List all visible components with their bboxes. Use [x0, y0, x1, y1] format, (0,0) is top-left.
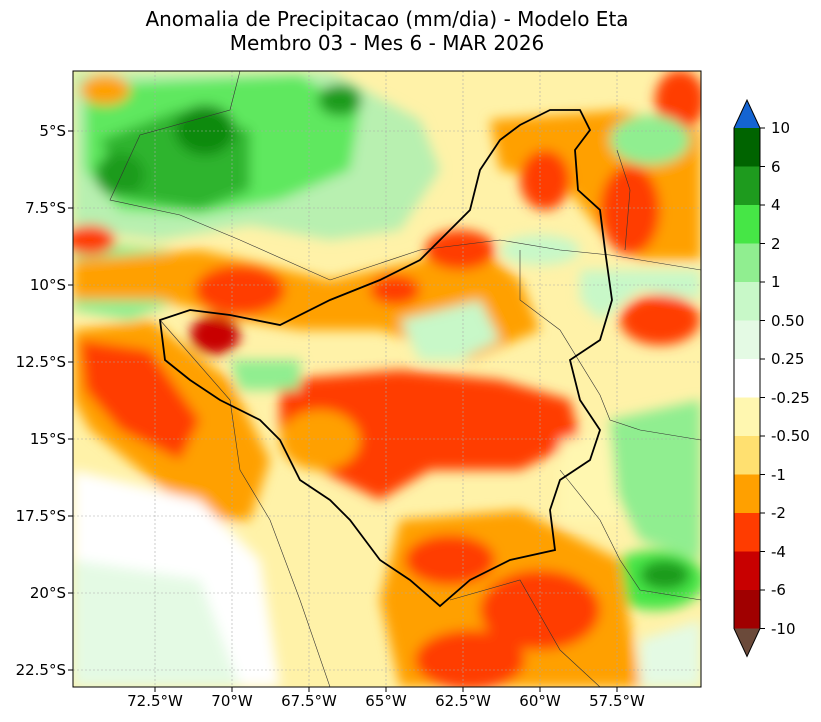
- lat-tick-label: 22.5°S: [15, 661, 66, 679]
- colorbar-segment: [734, 243, 760, 283]
- axis-ticks: [68, 130, 618, 692]
- colorbar-segment: [734, 397, 760, 437]
- map-graticule: [73, 71, 701, 687]
- colorbar-label: -1: [771, 465, 786, 484]
- map-title-line1: Anomalia de Precipitacao (mm/dia) - Mode…: [145, 7, 629, 31]
- anomaly-field: [73, 71, 701, 687]
- colorbar-segment: [734, 205, 760, 244]
- colorbar-label: -0.50: [771, 427, 810, 445]
- colorbar-segment: [734, 166, 760, 206]
- colorbar-label: -6: [771, 581, 786, 599]
- lon-tick-label: 65°W: [365, 692, 407, 710]
- lat-tick-label: 15°S: [29, 430, 66, 448]
- colorbar-label: 6: [771, 157, 781, 176]
- map-frame: [72, 70, 702, 688]
- lat-tick-label: 17.5°S: [15, 507, 66, 525]
- colorbar-segment: [734, 128, 760, 167]
- lon-tick-label: 60°W: [519, 692, 561, 710]
- colorbar-under-arrow: [734, 628, 760, 657]
- lon-tick-label: 72.5°W: [127, 692, 183, 710]
- lat-tick-label: 20°S: [29, 584, 66, 602]
- lon-tick-label: 70°W: [211, 692, 253, 710]
- lat-tick-label: 5°S: [39, 122, 66, 140]
- colorbar-segment: [734, 551, 760, 591]
- lon-tick-label: 67.5°W: [281, 692, 337, 710]
- colorbar-label: 0.50: [771, 311, 805, 330]
- colorbar-label: -10: [771, 619, 796, 638]
- colorbar-segment: [734, 320, 760, 360]
- colorbar-segment: [734, 513, 760, 552]
- lat-tick-label: 12.5°S: [15, 353, 66, 371]
- colorbar-over-arrow: [734, 100, 760, 128]
- river-basin-outline: [159, 109, 613, 608]
- colorbar-label: -0.25: [771, 388, 810, 407]
- colorbar-label: 0.25: [771, 350, 805, 368]
- colorbar: [733, 98, 765, 658]
- lon-tick-label: 57.5°W: [589, 692, 645, 710]
- colorbar-segment: [734, 590, 760, 629]
- colorbar-segment: [734, 474, 760, 514]
- colorbar-segment: [734, 436, 760, 475]
- lat-tick-label: 10°S: [29, 276, 66, 294]
- colorbar-segment: [734, 282, 760, 321]
- lon-tick-label: 62.5°W: [435, 692, 491, 710]
- lat-tick-label: 7.5°S: [25, 199, 66, 217]
- colorbar-label: -4: [771, 542, 786, 561]
- colorbar-label: 1: [771, 273, 781, 291]
- colorbar-label: -2: [771, 504, 786, 522]
- country-borders: [109, 71, 701, 687]
- colorbar-label: 10: [771, 119, 791, 137]
- colorbar-segment: [734, 359, 760, 398]
- colorbar-label: 2: [771, 234, 781, 253]
- map-title-line2: Membro 03 - Mes 6 - MAR 2026: [229, 31, 545, 55]
- colorbar-label: 4: [771, 196, 781, 214]
